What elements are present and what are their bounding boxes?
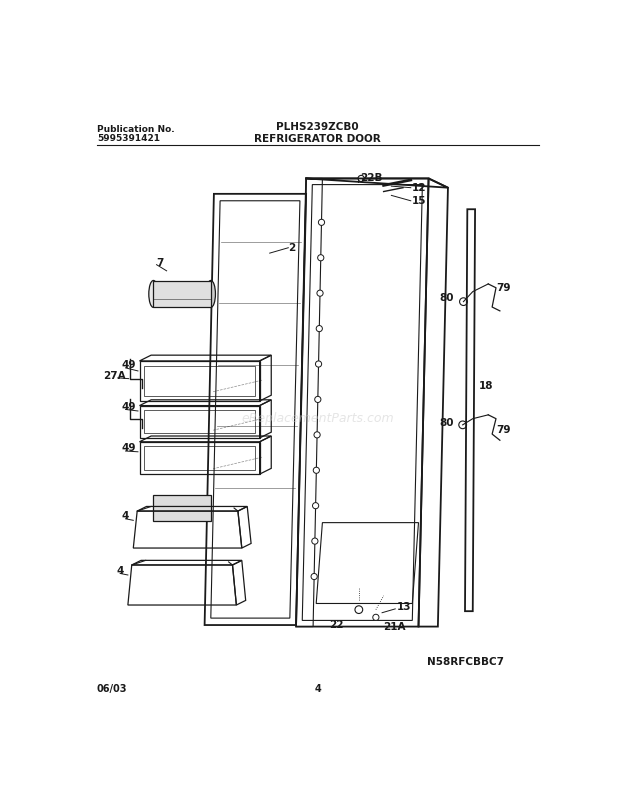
- Text: 13: 13: [397, 603, 411, 612]
- Text: REFRIGERATOR DOOR: REFRIGERATOR DOOR: [254, 133, 381, 144]
- Text: 2: 2: [288, 243, 296, 252]
- Text: 49: 49: [122, 360, 136, 370]
- Text: 7: 7: [156, 258, 164, 268]
- Circle shape: [316, 361, 322, 367]
- Circle shape: [317, 255, 324, 261]
- Text: 49: 49: [122, 402, 136, 412]
- Text: 06/03: 06/03: [97, 684, 127, 694]
- Circle shape: [358, 175, 365, 182]
- Text: PLHS239ZCB0: PLHS239ZCB0: [277, 122, 359, 133]
- Circle shape: [373, 615, 379, 620]
- Text: 27A: 27A: [103, 372, 126, 381]
- Circle shape: [312, 538, 318, 544]
- Circle shape: [355, 606, 363, 614]
- Text: N58RFCBBC7: N58RFCBBC7: [427, 657, 503, 668]
- Circle shape: [317, 290, 323, 296]
- Text: 22B: 22B: [360, 172, 383, 183]
- Text: 80: 80: [440, 418, 454, 427]
- Circle shape: [313, 467, 319, 473]
- Circle shape: [316, 326, 322, 332]
- Text: 12: 12: [412, 183, 427, 193]
- Circle shape: [315, 396, 321, 403]
- Text: 80: 80: [440, 293, 454, 303]
- Polygon shape: [153, 495, 211, 521]
- Circle shape: [312, 503, 319, 509]
- Circle shape: [311, 573, 317, 580]
- Circle shape: [314, 432, 320, 438]
- Text: 22: 22: [329, 620, 343, 630]
- Text: 15: 15: [412, 196, 427, 206]
- Circle shape: [319, 219, 325, 225]
- Text: 4: 4: [122, 511, 129, 522]
- Text: eReplacementParts.com: eReplacementParts.com: [241, 412, 394, 425]
- Text: 79: 79: [496, 283, 510, 293]
- Text: 49: 49: [122, 443, 136, 453]
- Text: 4: 4: [314, 684, 321, 694]
- Ellipse shape: [149, 280, 158, 307]
- Text: 21A: 21A: [384, 622, 406, 631]
- Text: 4: 4: [117, 566, 123, 576]
- Text: Publication No.: Publication No.: [97, 125, 174, 133]
- Text: 79: 79: [496, 426, 510, 435]
- Polygon shape: [153, 281, 211, 307]
- Ellipse shape: [206, 280, 216, 307]
- Text: 5995391421: 5995391421: [97, 133, 160, 143]
- Text: 18: 18: [479, 381, 494, 391]
